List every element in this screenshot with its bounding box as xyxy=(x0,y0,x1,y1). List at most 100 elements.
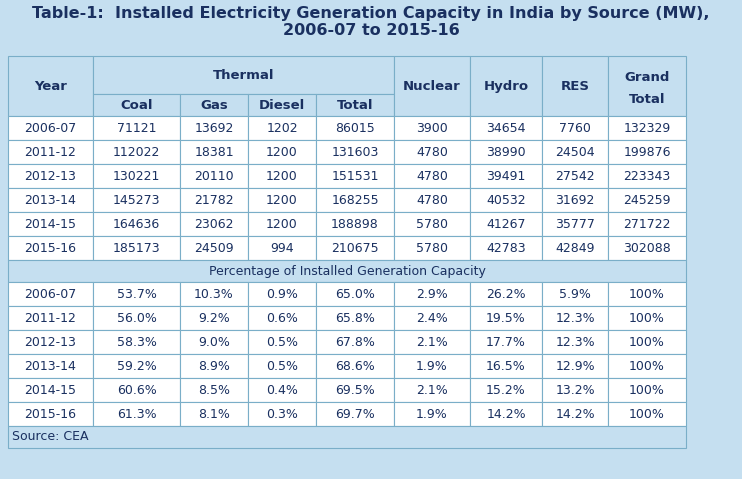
Bar xyxy=(394,354,470,378)
Text: 100%: 100% xyxy=(629,311,665,324)
Text: 61.3%: 61.3% xyxy=(116,408,157,421)
Text: 2012-13: 2012-13 xyxy=(24,335,76,349)
Text: 68.6%: 68.6% xyxy=(335,360,375,373)
Text: Total: Total xyxy=(628,93,666,106)
Text: 31692: 31692 xyxy=(555,194,594,206)
Text: Thermal: Thermal xyxy=(213,68,275,81)
Bar xyxy=(180,354,248,378)
Text: 56.0%: 56.0% xyxy=(116,311,157,324)
Bar xyxy=(470,164,542,188)
Bar xyxy=(93,378,180,402)
Text: 9.2%: 9.2% xyxy=(198,311,230,324)
Bar xyxy=(248,330,316,354)
Text: Hydro: Hydro xyxy=(484,80,528,92)
Bar xyxy=(542,140,608,164)
Text: Year: Year xyxy=(34,80,67,92)
Bar xyxy=(608,116,686,140)
Bar xyxy=(542,236,608,260)
Text: 21782: 21782 xyxy=(194,194,234,206)
Bar xyxy=(608,306,686,330)
Text: Grand: Grand xyxy=(624,70,670,83)
Text: 245259: 245259 xyxy=(623,194,671,206)
Text: 8.5%: 8.5% xyxy=(198,384,230,397)
Bar xyxy=(542,282,608,306)
Bar xyxy=(248,140,316,164)
Text: 0.3%: 0.3% xyxy=(266,408,298,421)
Bar xyxy=(394,306,470,330)
Text: 42849: 42849 xyxy=(555,241,595,254)
Text: 2011-12: 2011-12 xyxy=(24,311,76,324)
Bar xyxy=(470,236,542,260)
Bar xyxy=(470,116,542,140)
Bar xyxy=(248,282,316,306)
Bar xyxy=(470,282,542,306)
Bar xyxy=(180,378,248,402)
Text: 41267: 41267 xyxy=(486,217,526,230)
Text: 1200: 1200 xyxy=(266,146,298,159)
Text: 164636: 164636 xyxy=(113,217,160,230)
Bar xyxy=(180,94,248,116)
Text: 100%: 100% xyxy=(629,384,665,397)
Bar xyxy=(542,306,608,330)
Bar xyxy=(8,188,93,212)
Bar xyxy=(248,188,316,212)
Bar xyxy=(8,282,93,306)
Bar xyxy=(248,212,316,236)
Bar xyxy=(470,188,542,212)
Bar xyxy=(93,282,180,306)
Text: 65.8%: 65.8% xyxy=(335,311,375,324)
Text: 27542: 27542 xyxy=(555,170,595,182)
Text: 2006-07 to 2015-16: 2006-07 to 2015-16 xyxy=(283,23,459,38)
Bar xyxy=(316,164,394,188)
Bar xyxy=(316,306,394,330)
Bar xyxy=(542,188,608,212)
Bar xyxy=(180,164,248,188)
Text: 210675: 210675 xyxy=(331,241,379,254)
Bar xyxy=(316,212,394,236)
Text: 1.9%: 1.9% xyxy=(416,360,448,373)
Bar xyxy=(8,116,93,140)
Text: 16.5%: 16.5% xyxy=(486,360,526,373)
Text: 112022: 112022 xyxy=(113,146,160,159)
Text: 2.4%: 2.4% xyxy=(416,311,448,324)
Text: 35777: 35777 xyxy=(555,217,595,230)
Bar xyxy=(93,330,180,354)
Text: 185173: 185173 xyxy=(113,241,160,254)
Bar xyxy=(316,402,394,426)
Text: 100%: 100% xyxy=(629,287,665,300)
Bar xyxy=(470,56,542,116)
Bar xyxy=(608,282,686,306)
Text: 168255: 168255 xyxy=(331,194,379,206)
Bar xyxy=(248,236,316,260)
Text: 132329: 132329 xyxy=(623,122,671,135)
Text: 39491: 39491 xyxy=(486,170,525,182)
Text: 1202: 1202 xyxy=(266,122,298,135)
Bar xyxy=(394,116,470,140)
Text: Nuclear: Nuclear xyxy=(403,80,461,92)
Bar xyxy=(542,330,608,354)
Text: 53.7%: 53.7% xyxy=(116,287,157,300)
Text: 1200: 1200 xyxy=(266,170,298,182)
Bar xyxy=(608,402,686,426)
Bar xyxy=(316,94,394,116)
Bar xyxy=(542,56,608,116)
Text: 59.2%: 59.2% xyxy=(116,360,157,373)
Text: 145273: 145273 xyxy=(113,194,160,206)
Text: 12.9%: 12.9% xyxy=(555,360,595,373)
Bar xyxy=(394,188,470,212)
Bar xyxy=(8,164,93,188)
Text: 302088: 302088 xyxy=(623,241,671,254)
Bar xyxy=(93,188,180,212)
Text: Coal: Coal xyxy=(120,99,153,112)
Text: 65.0%: 65.0% xyxy=(335,287,375,300)
Bar xyxy=(542,212,608,236)
Bar xyxy=(394,330,470,354)
Text: 13692: 13692 xyxy=(194,122,234,135)
Bar xyxy=(8,236,93,260)
Text: 2006-07: 2006-07 xyxy=(24,122,76,135)
Text: 10.3%: 10.3% xyxy=(194,287,234,300)
Text: 12.3%: 12.3% xyxy=(555,311,595,324)
Bar xyxy=(394,236,470,260)
Text: 60.6%: 60.6% xyxy=(116,384,157,397)
Bar xyxy=(248,306,316,330)
